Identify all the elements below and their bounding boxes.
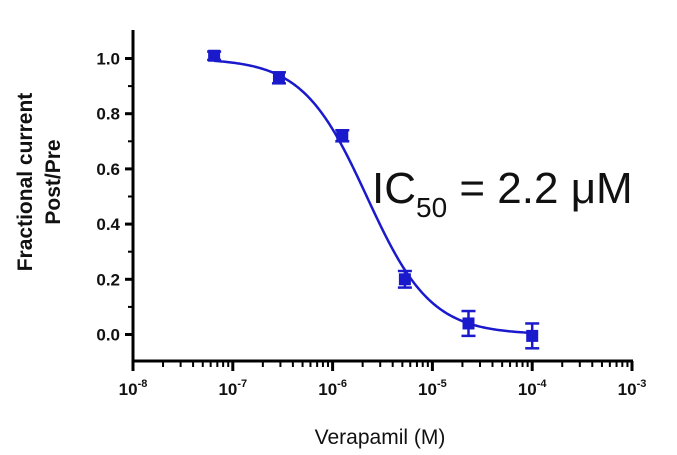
- data-point-group: [525, 322, 540, 350]
- data-point: [336, 129, 349, 142]
- y-axis-title-line1: Fractional current: [14, 93, 37, 272]
- y-tick-label: 0.4: [96, 215, 120, 234]
- y-axis-title-line2: Post/Pre: [42, 139, 65, 224]
- ic50-annotation: IC50 = 2.2 μM: [372, 164, 633, 223]
- x-tick-label: 10-6: [318, 378, 347, 399]
- y-tick-label: 0.0: [96, 326, 120, 345]
- x-tick-label: 10-4: [518, 378, 548, 399]
- data-point: [462, 317, 475, 330]
- data-point: [398, 273, 411, 286]
- data-points-layer: [207, 49, 540, 350]
- data-point-group: [461, 309, 476, 338]
- axes: 0.0 0.2 0.4 0.6 0.8 1.0 10-8 10-7 10-6 10-5 10-4 10…: [96, 30, 646, 399]
- data-point-group: [335, 129, 350, 143]
- ic50-annotation-sub: 50: [416, 192, 447, 223]
- data-point-group: [271, 71, 286, 85]
- data-point: [208, 49, 221, 62]
- x-tick-label: 10-3: [618, 378, 647, 399]
- fit-curve: [214, 59, 533, 335]
- x-axis-title: Verapamil (M): [315, 426, 446, 449]
- y-tick-label: 0.6: [96, 160, 120, 179]
- y-tick-label: 1.0: [96, 50, 120, 69]
- ic50-annotation-value: = 2.2 μM: [447, 164, 633, 213]
- data-point-group: [207, 49, 222, 62]
- data-point-group: [397, 269, 412, 289]
- fit-curve-layer: [214, 59, 533, 335]
- x-tick-label: 10-8: [119, 378, 148, 399]
- y-tick-label: 0.2: [96, 270, 120, 289]
- x-tick-label: 10-5: [418, 378, 447, 399]
- data-point: [526, 329, 539, 342]
- data-point: [272, 71, 285, 84]
- x-tick-label: 10-7: [218, 378, 247, 399]
- y-tick-label: 0.8: [96, 105, 120, 124]
- ic50-annotation-main: IC: [372, 164, 416, 213]
